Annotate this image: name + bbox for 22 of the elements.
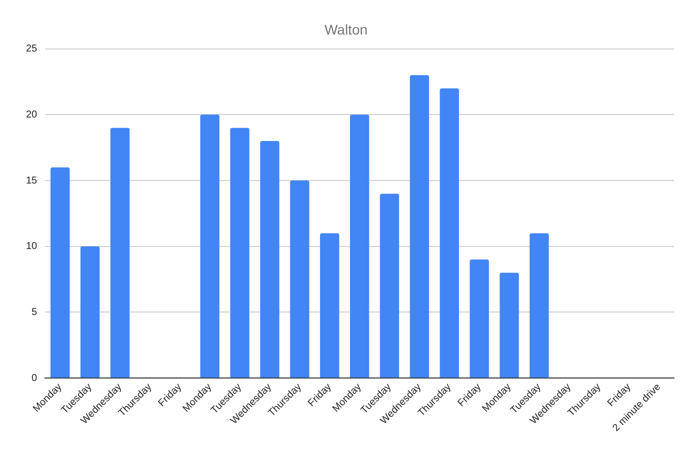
y-tick-label: 15 (26, 175, 38, 186)
bar (320, 233, 340, 378)
bar (200, 114, 220, 378)
y-tick-label: 0 (32, 372, 38, 384)
bar (260, 141, 280, 378)
bar (470, 260, 489, 378)
bar (110, 128, 130, 378)
bar (80, 246, 100, 378)
bar (350, 114, 370, 378)
bar (440, 88, 459, 378)
bar (290, 180, 310, 378)
chart-title: Walton (324, 21, 368, 38)
bar (500, 272, 519, 378)
y-tick-label: 5 (32, 306, 38, 318)
y-tick-label: 10 (26, 241, 38, 252)
bar (50, 167, 70, 378)
bar (530, 233, 549, 378)
bar (410, 75, 430, 378)
y-tick-label: 20 (26, 109, 38, 120)
bar (230, 128, 250, 378)
y-tick-label: 25 (26, 44, 38, 55)
bar (380, 194, 400, 378)
